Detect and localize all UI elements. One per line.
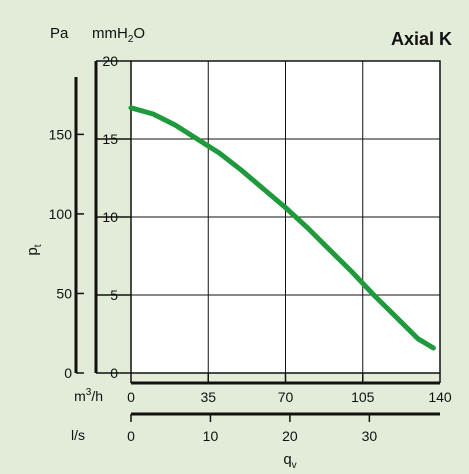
mmh2o-tick-label: 0	[110, 365, 118, 381]
y-axis-title: pt	[24, 244, 44, 255]
pa-tick-label: 50	[56, 285, 72, 301]
pa-tick-label: 150	[49, 126, 73, 142]
m3h-unit-label: m3/h	[74, 387, 103, 404]
mmh2o-tick-label: 15	[102, 131, 118, 147]
m3h-tick-label: 105	[351, 389, 375, 405]
mmh2o-unit-label: mmH2O	[92, 25, 145, 45]
ls-tick-label: 20	[282, 428, 298, 444]
chart-title: Axial K	[391, 29, 452, 49]
pa-unit-label: Pa	[50, 25, 69, 42]
m3h-tick-label: 0	[127, 389, 135, 405]
axes	[74, 60, 441, 422]
pa-tick-label: 0	[64, 365, 72, 381]
m3h-tick-label: 35	[200, 389, 216, 405]
mmh2o-tick-label: 5	[110, 287, 118, 303]
ls-tick-label: 0	[127, 428, 135, 444]
mmh2o-tick-label: 20	[102, 53, 118, 69]
x-axis-title: qv	[283, 451, 296, 471]
m3h-tick-label: 70	[278, 389, 294, 405]
pa-tick-label: 100	[49, 206, 73, 222]
ls-tick-label: 10	[203, 428, 219, 444]
mmh2o-tick-label: 10	[102, 209, 118, 225]
ls-unit-label: l/s	[71, 427, 85, 443]
labels: 0 5 10 15 20 0 50 100 150 0 35 70 105 140 0 10 20 30	[49, 53, 452, 444]
m3h-tick-label: 140	[428, 389, 452, 405]
ls-tick-label: 30	[362, 428, 378, 444]
pressure-curve	[128, 105, 436, 351]
